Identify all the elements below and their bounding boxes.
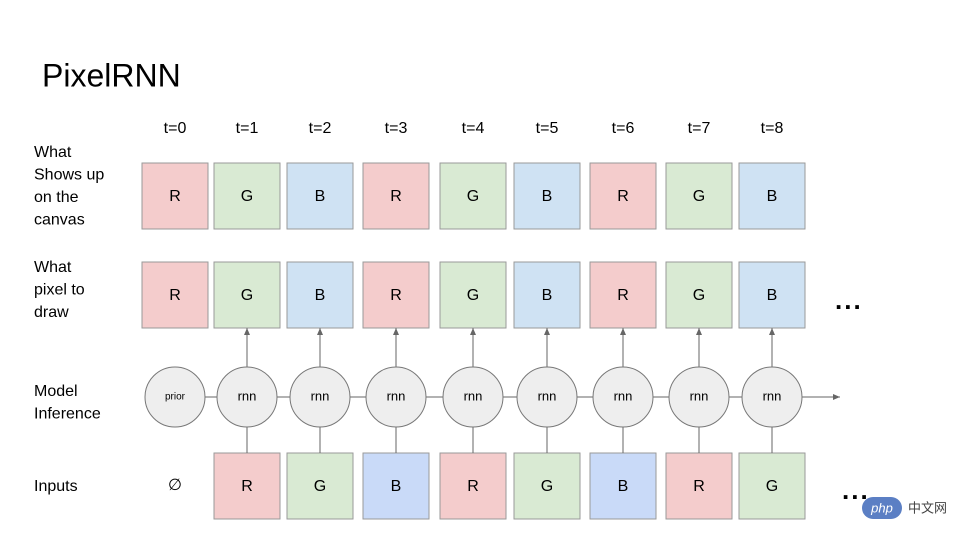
pixel-letter: B <box>767 188 778 205</box>
pixel-box <box>513 452 581 520</box>
node-label: prior <box>165 392 186 403</box>
pixel-letter: R <box>169 287 181 304</box>
pixel-box <box>439 452 507 520</box>
time-label: t=7 <box>688 120 711 137</box>
time-label: t=6 <box>612 120 635 137</box>
time-label: t=5 <box>536 120 559 137</box>
node-label: rnn <box>763 388 782 403</box>
pixel-box <box>589 162 657 230</box>
row-label: draw <box>34 304 69 321</box>
pixel-letter: G <box>693 188 705 205</box>
rnn-node <box>289 366 351 428</box>
pixel-letter: B <box>391 478 402 495</box>
watermark: php 中文网 <box>862 497 947 519</box>
pixel-box <box>513 162 581 230</box>
pixel-letter: B <box>315 287 326 304</box>
pixel-letter: R <box>467 478 479 495</box>
row-label: What <box>34 259 72 276</box>
time-label: t=0 <box>164 120 187 137</box>
rnn-node <box>516 366 578 428</box>
rnn-node <box>741 366 803 428</box>
pixel-box <box>738 452 806 520</box>
pixel-letter: B <box>542 287 553 304</box>
pixel-box <box>439 162 507 230</box>
rnn-node <box>216 366 278 428</box>
pixel-letter: B <box>542 188 553 205</box>
pixel-box <box>513 261 581 329</box>
row-label: Model <box>34 383 78 400</box>
row-label: What <box>34 144 72 161</box>
pixel-letter: G <box>541 478 553 495</box>
node-label: rnn <box>614 388 633 403</box>
time-label: t=3 <box>385 120 408 137</box>
pixel-box <box>738 261 806 329</box>
node-label: rnn <box>538 388 557 403</box>
pixel-letter: B <box>767 287 778 304</box>
pixel-box <box>738 162 806 230</box>
row-label: canvas <box>34 212 85 229</box>
pixel-box <box>141 261 209 329</box>
rnn-node <box>442 366 504 428</box>
pixel-letter: R <box>390 287 402 304</box>
pixel-letter: B <box>618 478 629 495</box>
pixel-letter: G <box>467 188 479 205</box>
pixel-box <box>286 452 354 520</box>
watermark-badge-bg <box>862 497 902 519</box>
pixel-letter: R <box>390 188 402 205</box>
title: PixelRNN <box>42 57 181 93</box>
row-label: Shows up <box>34 167 104 184</box>
pixel-box <box>141 162 209 230</box>
pixel-letter: G <box>766 478 778 495</box>
pixel-box <box>213 261 281 329</box>
pixel-letter: G <box>467 287 479 304</box>
rnn-node <box>592 366 654 428</box>
node-label: rnn <box>690 388 709 403</box>
row-label: pixel to <box>34 282 85 299</box>
pixel-box <box>213 452 281 520</box>
pixel-letter: G <box>241 188 253 205</box>
pixel-box <box>439 261 507 329</box>
pixel-letter: R <box>241 478 253 495</box>
pixel-box <box>286 162 354 230</box>
pixel-box <box>362 261 430 329</box>
pixel-box <box>213 162 281 230</box>
time-label: t=2 <box>309 120 332 137</box>
watermark-badge: php <box>870 500 893 515</box>
row-label: on the <box>34 189 79 206</box>
pixel-box <box>665 162 733 230</box>
pixel-letter: G <box>314 478 326 495</box>
time-label: t=4 <box>462 120 485 137</box>
row-label: Inference <box>34 406 101 423</box>
watermark-text: 中文网 <box>908 500 947 515</box>
pixel-letter: R <box>693 478 705 495</box>
pixel-letter: G <box>241 287 253 304</box>
pixel-letter: R <box>617 188 629 205</box>
pixel-box <box>286 261 354 329</box>
pixel-box <box>362 452 430 520</box>
rnn-node <box>144 366 206 428</box>
pixel-letter: R <box>617 287 629 304</box>
pixel-letter: G <box>693 287 705 304</box>
rnn-node <box>365 366 427 428</box>
rnn-node <box>668 366 730 428</box>
time-label: t=8 <box>761 120 784 137</box>
pixel-box <box>362 162 430 230</box>
time-label: t=1 <box>236 120 259 137</box>
node-label: rnn <box>311 388 330 403</box>
ellipsis: ... <box>842 475 870 505</box>
empty-input: ∅ <box>168 477 182 494</box>
row-label: Inputs <box>34 478 78 495</box>
pixel-letter: B <box>315 188 326 205</box>
ellipsis: ... <box>835 285 863 315</box>
node-label: rnn <box>464 388 483 403</box>
node-label: rnn <box>387 388 406 403</box>
node-label: rnn <box>238 388 257 403</box>
pixel-letter: R <box>169 188 181 205</box>
